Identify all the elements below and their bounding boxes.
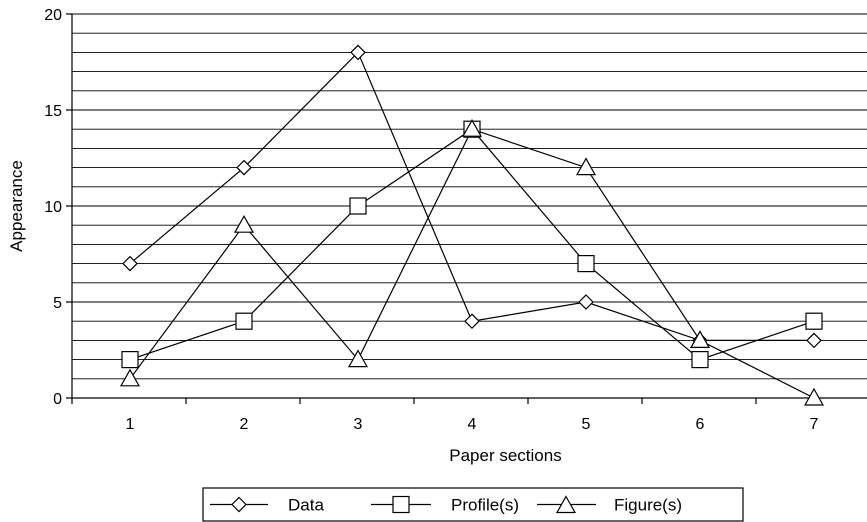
y-tick-label: 0 xyxy=(53,391,62,408)
x-axis-title: Paper sections xyxy=(449,446,561,465)
data-point-data xyxy=(236,159,252,176)
legend-marker-profile-s xyxy=(392,495,410,514)
x-tick-label: 3 xyxy=(354,416,363,433)
legend-marker-data xyxy=(231,496,247,513)
x-tick-label: 2 xyxy=(240,416,249,433)
axis-labels: 0 5 10 15 20 1 2 3 4 5 6 7 Paper sections Appearance xyxy=(7,7,819,465)
x-tick-label: 6 xyxy=(696,416,705,433)
legend-box xyxy=(202,487,744,522)
legend: Data Profile(s) Figure(s) xyxy=(202,487,744,522)
y-axis-title: Appearance xyxy=(7,160,26,252)
data-point-data xyxy=(578,294,594,310)
data-point-profile-s xyxy=(349,197,367,215)
data-point-figure-s xyxy=(347,349,369,368)
y-tick-label: 20 xyxy=(44,7,62,24)
data-point-figure-s xyxy=(803,387,825,406)
x-tick-label: 1 xyxy=(126,416,135,433)
data-point-profile-s xyxy=(235,312,253,330)
data-point-data xyxy=(122,255,138,272)
series-line-data xyxy=(129,51,814,341)
data-point-profile-s xyxy=(121,351,139,369)
legend-label-profile-s: Profile(s) xyxy=(451,496,519,515)
axes xyxy=(66,13,867,404)
x-tick-label: 4 xyxy=(468,416,477,433)
x-tick-label: 5 xyxy=(582,416,591,433)
legend-marker-figure-s xyxy=(555,495,577,514)
data-point-figure-s xyxy=(233,214,255,233)
data-point-profile-s xyxy=(577,255,595,273)
data-point-figure-s xyxy=(575,157,597,176)
data-markers xyxy=(119,44,825,406)
data-point-figure-s xyxy=(461,118,483,137)
data-point-data xyxy=(806,332,822,349)
y-tick-label: 5 xyxy=(53,295,62,312)
data-point-data xyxy=(350,44,366,61)
legend-label-figure-s: Figure(s) xyxy=(614,496,682,515)
y-tick-label: 15 xyxy=(44,103,62,120)
legend-label-data: Data xyxy=(288,496,324,515)
data-point-profile-s xyxy=(805,312,823,330)
x-tick-label: 7 xyxy=(810,416,819,433)
data-point-profile-s xyxy=(691,351,709,369)
data-point-data xyxy=(464,313,480,330)
data-point-figure-s xyxy=(119,368,141,387)
data-point-figure-s xyxy=(689,330,711,348)
y-tick-label: 10 xyxy=(44,199,62,216)
